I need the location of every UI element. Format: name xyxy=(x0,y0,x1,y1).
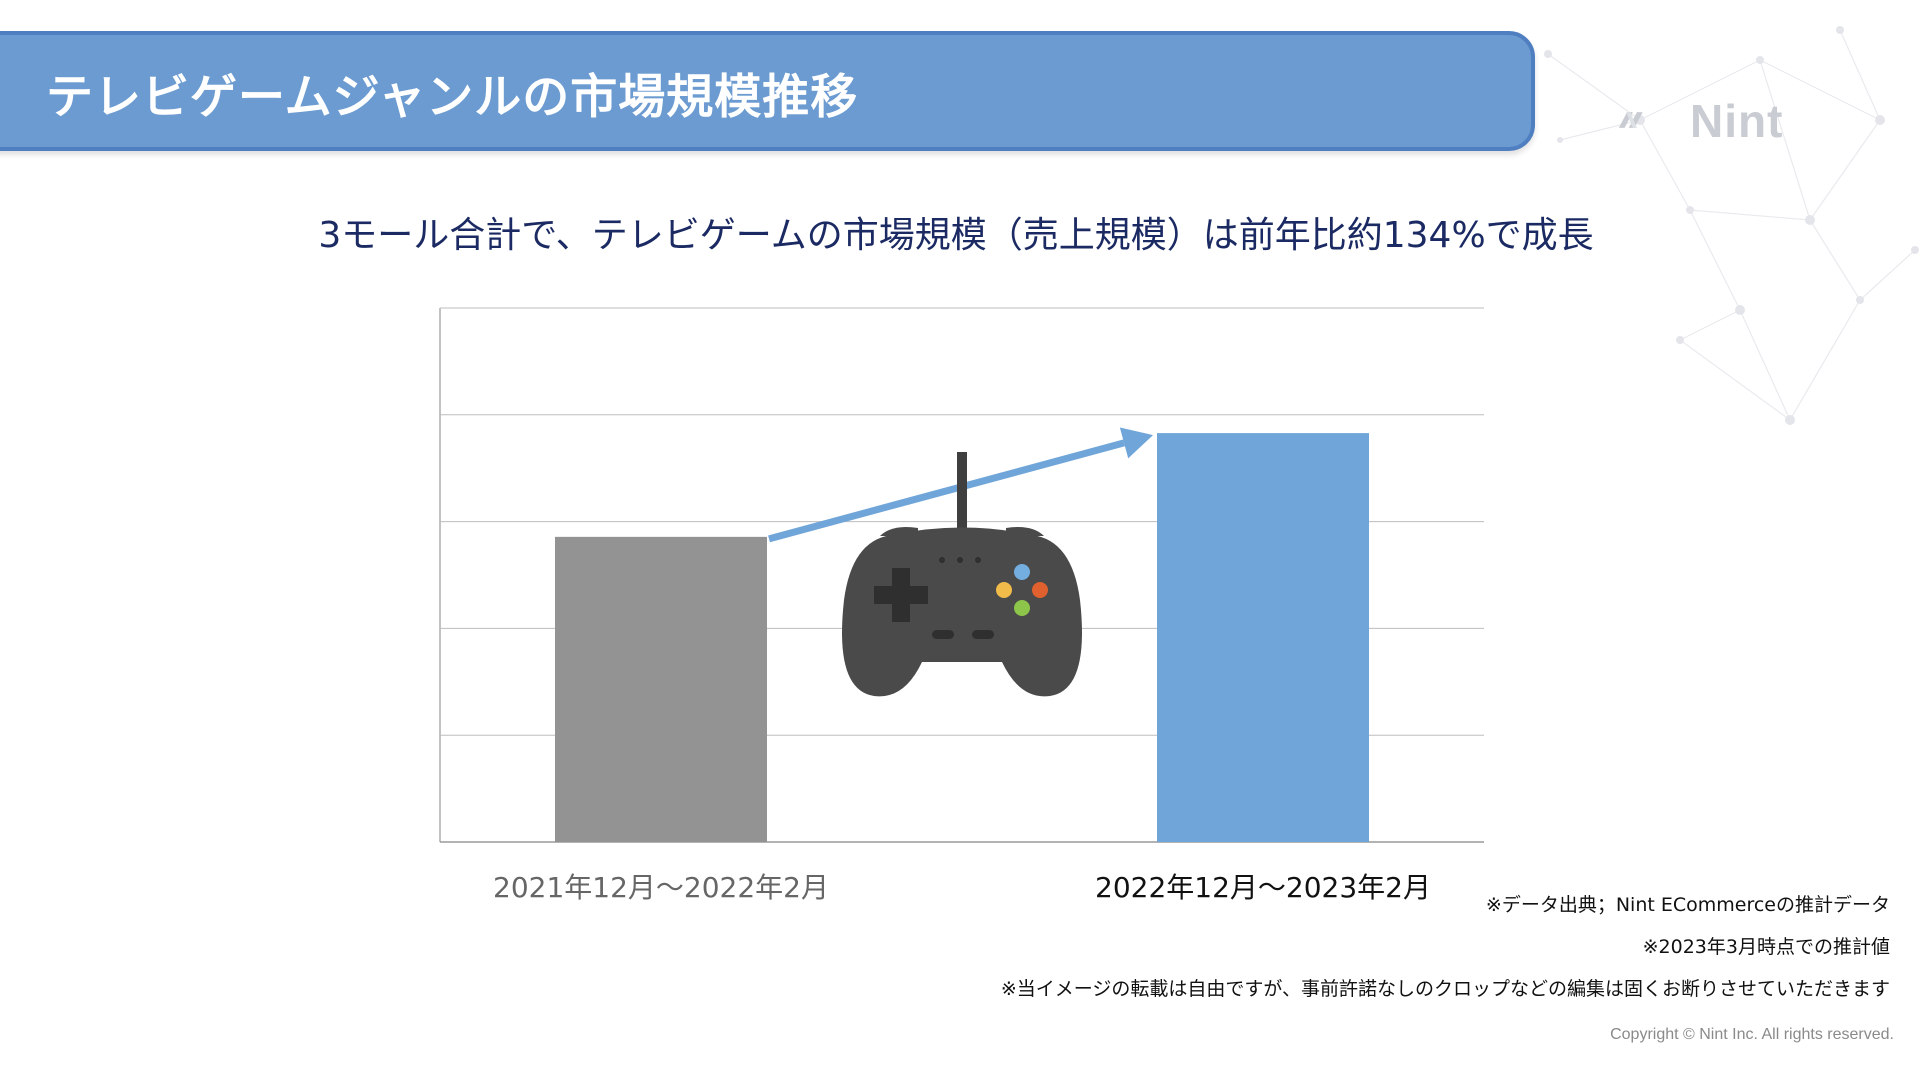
nint-logo-icon xyxy=(1618,112,1643,128)
note-estimate-date: ※2023年3月時点での推計値 xyxy=(1642,936,1890,958)
chart-bars xyxy=(555,433,1369,842)
copyright: Copyright © Nint Inc. All rights reserve… xyxy=(1610,1026,1894,1043)
category-label-2: 2022年12月～2023年2月 xyxy=(1095,871,1431,904)
page-title: テレビゲームジャンルの市場規模推移 xyxy=(46,70,859,125)
growth-arrow-shaft xyxy=(768,439,1125,543)
logo-text: Nint xyxy=(1690,95,1784,147)
gamepad-icon xyxy=(842,452,1082,697)
category-label-1: 2021年12月～2022年2月 xyxy=(493,871,829,904)
note-source: ※データ出典；Nint ECommerceの推計データ xyxy=(1485,894,1890,916)
note-reuse-policy: ※当イメージの転載は自由ですが、事前許諾なしのクロップなどの編集は固くお断りさせ… xyxy=(1000,978,1890,1000)
bar-1 xyxy=(555,536,767,842)
bar-2 xyxy=(1157,433,1369,842)
growth-arrow xyxy=(768,427,1153,543)
header-banner xyxy=(0,31,1535,151)
growth-arrow-head xyxy=(1119,427,1153,459)
chart-subtitle: 3モール合計で、テレビゲームの市場規模（売上規模）は前年比約134%で成長 xyxy=(0,206,1920,258)
subtitle-text: 3モール合計で、テレビゲームの市場規模（売上規模）は前年比約134%で成長 xyxy=(318,215,1594,256)
